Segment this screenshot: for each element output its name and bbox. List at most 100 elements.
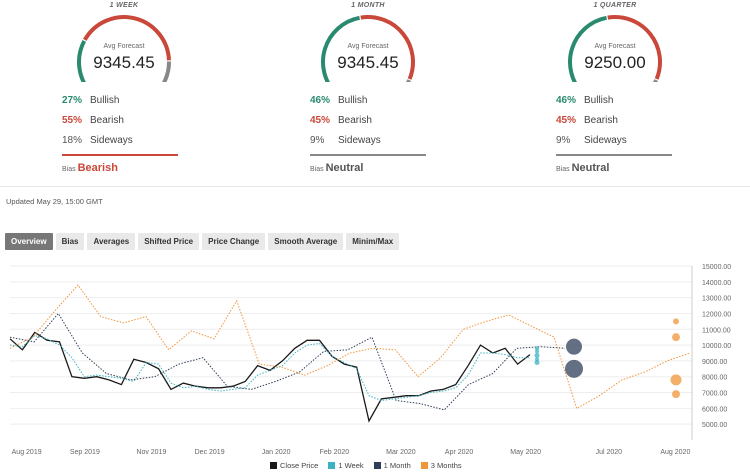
y-tick-label: 13000.00 bbox=[702, 296, 731, 303]
legend-item-week[interactable]: 1 Week bbox=[328, 461, 364, 470]
gauge-segment-bullish bbox=[568, 15, 607, 82]
tab-averages[interactable]: Averages bbox=[87, 233, 136, 250]
y-tick-label: 14000.00 bbox=[702, 280, 731, 287]
panel-period: 1 QUARTER bbox=[593, 2, 637, 9]
forecast-point-3-months bbox=[670, 374, 682, 386]
y-tick-label: 5000.00 bbox=[702, 422, 727, 429]
forecast-point-1-week bbox=[534, 352, 540, 358]
tab-overview[interactable]: Overview bbox=[5, 233, 53, 250]
forecast-point-3-months bbox=[673, 318, 679, 325]
y-tick-label: 12000.00 bbox=[702, 311, 731, 318]
bias-label: Bias bbox=[62, 166, 76, 173]
y-tick-label: 11000.00 bbox=[702, 327, 731, 334]
x-tick-label: Nov 2019 bbox=[136, 449, 166, 456]
legend-item-quarter[interactable]: 3 Months bbox=[420, 461, 462, 470]
forecast-gauge: Avg Forecast 9345.45 bbox=[306, 12, 430, 82]
week-stats: 27% Bullish 55% Bearish 18% Sideways Bias B… bbox=[62, 91, 187, 174]
tab-bias[interactable]: Bias bbox=[55, 233, 85, 250]
bullish-pct: 27% bbox=[62, 95, 83, 106]
forecast-point-1-month bbox=[565, 359, 583, 378]
tab-minim-max[interactable]: Minim/Max bbox=[346, 233, 400, 250]
bias-value: Neutral bbox=[571, 162, 610, 174]
bearish-row: 45% Bearish bbox=[310, 111, 435, 131]
section-divider bbox=[0, 186, 750, 187]
bias-label: Bias bbox=[556, 166, 570, 173]
series-line-1-week bbox=[9, 335, 530, 402]
legend-item-close[interactable]: Close Price bbox=[270, 461, 318, 470]
x-tick-label: Apr 2020 bbox=[445, 449, 474, 456]
avg-forecast-value: 9345.45 bbox=[93, 53, 155, 72]
tab-price-change[interactable]: Price Change bbox=[202, 233, 266, 250]
y-tick-label: 8000.00 bbox=[702, 375, 727, 382]
series-line-1-month bbox=[9, 312, 566, 411]
avg-forecast-value: 9250.00 bbox=[584, 53, 646, 72]
quarter-stats: 46% Bullish 45% Bearish 9% Sideways Bias Ne… bbox=[556, 91, 681, 174]
x-tick-label: Aug 2019 bbox=[12, 449, 42, 456]
sideways-label: Sideways bbox=[90, 135, 133, 146]
tab-smooth-average[interactable]: Smooth Average bbox=[268, 233, 344, 250]
bearish-label: Bearish bbox=[584, 115, 618, 126]
forecast-gauge: Avg Forecast 9250.00 bbox=[553, 12, 677, 82]
legend-label: 1 Week bbox=[338, 461, 364, 470]
bias-divider bbox=[556, 154, 672, 156]
x-tick-label: Aug 2020 bbox=[660, 449, 690, 456]
bias-divider bbox=[62, 154, 178, 156]
bias-row: Bias Neutral bbox=[310, 162, 435, 174]
forecast-point-1-week bbox=[535, 349, 539, 354]
month-gauge-panel: 1 MONTH Avg Forecast 9345.45 bbox=[306, 0, 430, 82]
forecast-point-3-months bbox=[672, 390, 680, 399]
forecast-point-1-week bbox=[534, 359, 540, 365]
legend-swatch bbox=[270, 462, 277, 469]
legend-label: 3 Months bbox=[430, 461, 462, 470]
x-tick-label: Feb 2020 bbox=[320, 449, 350, 456]
bullish-label: Bullish bbox=[90, 95, 120, 106]
gauge-label: Avg Forecast bbox=[594, 43, 636, 50]
gauge-segment-sideways bbox=[652, 79, 659, 82]
tab-shifted-price[interactable]: Shifted Price bbox=[138, 233, 200, 250]
x-tick-label: Mar 2020 bbox=[386, 449, 416, 456]
bearish-pct: 55% bbox=[62, 115, 83, 126]
legend-swatch bbox=[373, 462, 381, 469]
forecast-gauge: Avg Forecast 9345.45 bbox=[62, 12, 186, 82]
gauge-arc bbox=[77, 15, 172, 82]
sideways-pct: 18% bbox=[62, 135, 83, 146]
bearish-label: Bearish bbox=[90, 115, 124, 126]
y-tick-label: 6000.00 bbox=[702, 406, 727, 413]
sideways-label: Sideways bbox=[338, 135, 381, 146]
gauge-segment-sideways bbox=[162, 61, 172, 82]
x-tick-label: Sep 2019 bbox=[70, 449, 100, 456]
gauge-label: Avg Forecast bbox=[347, 43, 389, 50]
forecast-point-1-month bbox=[566, 338, 582, 355]
panel-period: 1 WEEK bbox=[109, 2, 139, 9]
legend-item-month[interactable]: 1 Month bbox=[373, 461, 411, 470]
gauge-arc bbox=[321, 15, 415, 82]
sideways-row: 9% Sideways bbox=[310, 131, 435, 151]
legend-swatch bbox=[328, 462, 336, 469]
forecast-chart: 15000.00 14000.00 13000.00 12000.00 11000.00… bbox=[9, 264, 731, 456]
sideways-row: 9% Sideways bbox=[556, 131, 681, 151]
month-stats: 46% Bullish 45% Bearish 9% Sideways Bias Ne… bbox=[310, 91, 435, 174]
sideways-label: Sideways bbox=[584, 135, 627, 146]
bias-value: Neutral bbox=[325, 162, 364, 174]
x-tick-label: Jan 2020 bbox=[262, 449, 291, 456]
gauge-arc bbox=[568, 15, 662, 82]
quarter-gauge-panel: 1 QUARTER Avg Forecast 9250.00 bbox=[553, 0, 677, 82]
y-tick-label: 9000.00 bbox=[702, 359, 727, 366]
gauge-segment-bullish bbox=[77, 40, 87, 82]
series-line-close-price bbox=[9, 331, 531, 423]
series-line-3-months bbox=[9, 284, 691, 410]
week-gauge-panel: 1 WEEK Avg Forecast 9345.45 bbox=[62, 0, 186, 82]
forecast-point-1-week bbox=[535, 346, 539, 351]
bearish-row: 55% Bearish bbox=[62, 111, 187, 131]
y-tick-label: 15000.00 bbox=[702, 264, 731, 271]
bias-value: Bearish bbox=[77, 162, 118, 174]
bullish-row: 46% Bullish bbox=[310, 91, 435, 111]
chart-tabs: Overview Bias Averages Shifted Price Pri… bbox=[5, 233, 400, 250]
bearish-pct: 45% bbox=[310, 115, 331, 126]
y-tick-label: 7000.00 bbox=[702, 391, 727, 398]
bullish-label: Bullish bbox=[338, 95, 368, 106]
y-tick-label: 10000.00 bbox=[702, 343, 731, 350]
bias-label: Bias bbox=[310, 166, 324, 173]
gauge-segment-bullish bbox=[321, 15, 360, 82]
bearish-pct: 45% bbox=[556, 115, 577, 126]
